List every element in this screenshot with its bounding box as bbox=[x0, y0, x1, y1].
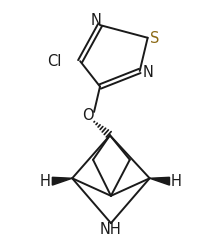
Text: O: O bbox=[82, 108, 94, 123]
Text: S: S bbox=[150, 31, 159, 46]
Text: Cl: Cl bbox=[47, 54, 62, 69]
Text: H: H bbox=[40, 174, 51, 189]
Polygon shape bbox=[150, 177, 169, 185]
Text: N: N bbox=[142, 65, 153, 80]
Text: N: N bbox=[90, 13, 101, 28]
Text: H: H bbox=[171, 174, 182, 189]
Polygon shape bbox=[52, 177, 72, 185]
Text: NH: NH bbox=[100, 223, 122, 238]
